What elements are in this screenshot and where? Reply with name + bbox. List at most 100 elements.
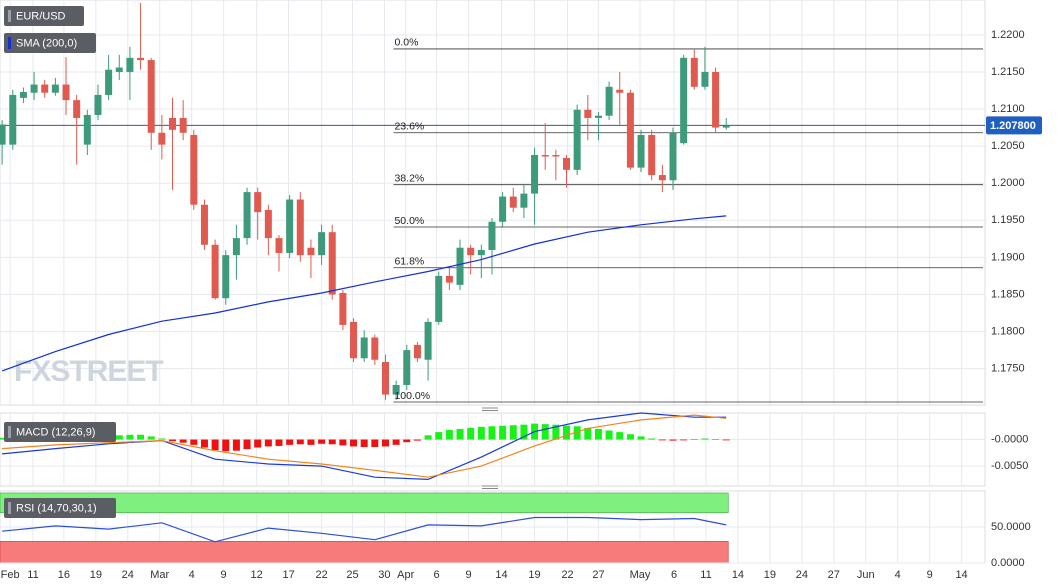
- candle-body: [179, 117, 187, 133]
- macd-bar: [658, 439, 666, 441]
- candle-body: [339, 292, 347, 325]
- macd-bar: [584, 427, 592, 440]
- candle-body: [211, 244, 219, 299]
- y-tick-label: 1.1950: [991, 214, 1025, 226]
- macd-bar: [328, 439, 336, 445]
- macd-bar: [552, 424, 560, 440]
- macd-bar: [275, 439, 283, 446]
- candle-body: [563, 157, 571, 170]
- macd-bar: [232, 439, 240, 451]
- panel-handle[interactable]: [482, 407, 498, 489]
- candle-body: [669, 132, 677, 181]
- macd-bar: [286, 439, 294, 445]
- macd-bar: [243, 439, 251, 450]
- x-tick-label: 16: [58, 569, 70, 581]
- macd-bar: [413, 439, 421, 441]
- legend-icon: [8, 37, 11, 49]
- y-tick-label: 1.2150: [991, 66, 1025, 78]
- x-tick-label: 11: [27, 569, 38, 581]
- legend-box: [4, 498, 116, 518]
- candle-body: [403, 350, 411, 385]
- candle-body: [115, 67, 123, 72]
- macd-bar: [350, 439, 358, 447]
- macd-bar: [169, 439, 177, 442]
- macd-bar: [520, 424, 528, 440]
- y-tick-label: 1.1800: [991, 325, 1025, 337]
- macd-bar: [435, 432, 443, 440]
- oversold-zone: [0, 541, 729, 564]
- macd-bar: [158, 438, 166, 440]
- candle-body: [424, 321, 432, 360]
- last-price-label: 1.207800: [990, 120, 1036, 132]
- x-tick-label: 19: [528, 569, 540, 581]
- legend-box: [4, 6, 84, 26]
- candle-body: [200, 204, 208, 245]
- macd-bar: [137, 434, 145, 440]
- candle-body: [690, 57, 698, 87]
- legend-text: EUR/USD: [16, 10, 66, 22]
- y-tick-label: 1.2200: [991, 29, 1025, 41]
- macd-bar: [637, 436, 645, 440]
- candle-body: [243, 192, 251, 239]
- candle-body: [573, 109, 581, 170]
- legend-icon: [8, 502, 11, 514]
- macd-line: [2, 414, 727, 478]
- macd-bar: [307, 439, 315, 445]
- macd-bar: [648, 438, 656, 440]
- legend-text: RSI (14,70,30,1): [16, 502, 97, 514]
- y-tick-label: 1.1750: [991, 363, 1025, 375]
- candle-body: [701, 71, 709, 87]
- x-tick-label: 30: [378, 569, 390, 581]
- candle-body: [328, 232, 336, 295]
- main-panel: [0, 0, 986, 406]
- macd-bar: [392, 439, 400, 445]
- macd-bar: [403, 439, 411, 443]
- candle-body: [222, 255, 230, 299]
- x-tick-label: 11: [700, 569, 711, 581]
- x-tick-label: 27: [592, 569, 604, 581]
- legend-text: SMA (200,0): [16, 37, 77, 49]
- candle-body: [371, 337, 379, 360]
- legend-icon: [8, 10, 11, 22]
- x-tick-label: Jun: [857, 569, 875, 581]
- marks: [0, 2, 985, 543]
- candle-body: [456, 247, 464, 285]
- candle-body: [94, 94, 102, 115]
- x-tick-label: Apr: [397, 569, 414, 581]
- candle-body: [435, 275, 443, 322]
- legend-box: [4, 422, 116, 442]
- macd-bar: [722, 439, 730, 441]
- y-tick-label: 1.1850: [991, 288, 1025, 300]
- candle-body: [413, 344, 421, 359]
- candle-body: [0, 124, 6, 145]
- x-tick-label: 22: [561, 569, 573, 581]
- fib-label: 100.0%: [394, 390, 430, 402]
- y-tick-label: -0.0000: [991, 433, 1028, 445]
- macd-bar: [115, 435, 123, 440]
- x-tick-label: 14: [955, 569, 967, 581]
- candle-body: [445, 275, 453, 283]
- macd-bar: [360, 439, 368, 447]
- macd-bar: [200, 439, 208, 448]
- macd-bar: [381, 439, 389, 447]
- macd-bar: [488, 426, 496, 440]
- macd-bar: [690, 439, 698, 440]
- last-price-box: [986, 116, 1042, 135]
- x-tick-label: 24: [122, 569, 134, 581]
- candle-body: [318, 232, 326, 256]
- macd-bar: [626, 434, 634, 440]
- candle-body: [648, 135, 656, 176]
- legend-text: MACD (12,26,9): [16, 426, 95, 438]
- candle-body: [296, 199, 304, 256]
- x-tick-label: 9: [465, 569, 471, 581]
- macd-bar: [477, 426, 485, 440]
- rsi-line: [2, 516, 727, 543]
- macd-bar: [339, 439, 347, 446]
- y-tick-label: 1.1900: [991, 251, 1025, 263]
- macd-line: [2, 412, 727, 481]
- candle-body: [499, 196, 507, 222]
- macd-bar: [445, 429, 453, 440]
- candle-body: [9, 94, 17, 145]
- macd-bar: [126, 434, 134, 440]
